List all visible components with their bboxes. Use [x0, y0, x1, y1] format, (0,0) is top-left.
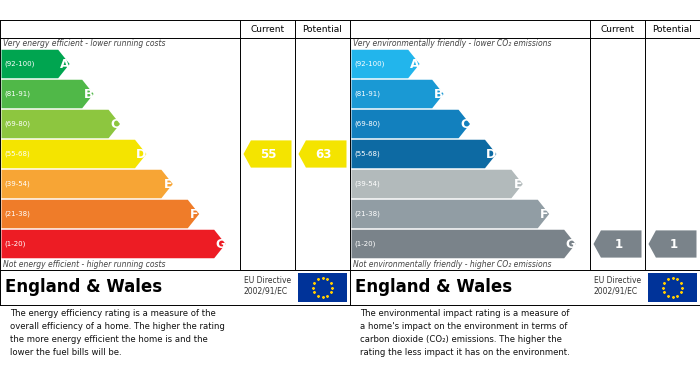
- Text: G: G: [216, 237, 225, 251]
- Text: (69-80): (69-80): [4, 121, 31, 127]
- Text: EU Directive
2002/91/EC: EU Directive 2002/91/EC: [244, 276, 291, 296]
- Text: F: F: [190, 208, 198, 221]
- Polygon shape: [648, 230, 696, 258]
- Polygon shape: [1, 200, 200, 228]
- Text: C: C: [461, 118, 470, 131]
- Text: Environmental Impact (CO₂) Rating: Environmental Impact (CO₂) Rating: [357, 4, 589, 16]
- Text: EU Directive
2002/91/EC: EU Directive 2002/91/EC: [594, 276, 641, 296]
- Text: E: E: [163, 178, 172, 190]
- Polygon shape: [1, 110, 120, 138]
- Polygon shape: [594, 230, 641, 258]
- Text: 1: 1: [615, 237, 623, 251]
- Text: Potential: Potential: [652, 25, 692, 34]
- Text: (92-100): (92-100): [4, 61, 35, 67]
- Text: Current: Current: [251, 25, 285, 34]
- Text: C: C: [111, 118, 120, 131]
- Text: (1-20): (1-20): [4, 241, 26, 247]
- Text: (69-80): (69-80): [354, 121, 381, 127]
- Text: F: F: [540, 208, 548, 221]
- Polygon shape: [1, 50, 69, 78]
- Text: (21-38): (21-38): [4, 211, 30, 217]
- Text: (81-91): (81-91): [4, 91, 31, 97]
- Polygon shape: [351, 110, 470, 138]
- Text: (55-68): (55-68): [354, 151, 380, 157]
- Text: D: D: [136, 147, 146, 160]
- Text: Very environmentally friendly - lower CO₂ emissions: Very environmentally friendly - lower CO…: [353, 39, 552, 48]
- Bar: [298, 273, 347, 302]
- Text: The energy efficiency rating is a measure of the
overall efficiency of a home. T: The energy efficiency rating is a measur…: [10, 309, 225, 357]
- Polygon shape: [351, 80, 444, 108]
- Polygon shape: [351, 50, 419, 78]
- Text: (39-54): (39-54): [354, 181, 380, 187]
- Polygon shape: [351, 140, 496, 168]
- Polygon shape: [1, 80, 94, 108]
- Text: A: A: [410, 57, 419, 70]
- Bar: [648, 273, 697, 302]
- Text: (39-54): (39-54): [4, 181, 30, 187]
- Text: (92-100): (92-100): [354, 61, 385, 67]
- Polygon shape: [1, 140, 146, 168]
- Text: E: E: [513, 178, 522, 190]
- Text: 1: 1: [669, 237, 678, 251]
- Text: D: D: [486, 147, 496, 160]
- Polygon shape: [1, 230, 225, 258]
- Text: Energy Efficiency Rating: Energy Efficiency Rating: [7, 4, 169, 16]
- Text: B: B: [434, 88, 443, 100]
- Text: Potential: Potential: [302, 25, 342, 34]
- Text: A: A: [60, 57, 69, 70]
- Text: (81-91): (81-91): [354, 91, 381, 97]
- Polygon shape: [244, 140, 291, 168]
- Text: Very energy efficient - lower running costs: Very energy efficient - lower running co…: [3, 39, 165, 48]
- Text: Current: Current: [601, 25, 635, 34]
- Text: (21-38): (21-38): [354, 211, 380, 217]
- Text: England & Wales: England & Wales: [355, 278, 512, 296]
- Polygon shape: [298, 140, 346, 168]
- Text: 55: 55: [260, 147, 277, 160]
- Polygon shape: [1, 170, 173, 198]
- Text: (1-20): (1-20): [354, 241, 376, 247]
- Polygon shape: [351, 230, 575, 258]
- Polygon shape: [351, 200, 550, 228]
- Text: 63: 63: [316, 147, 332, 160]
- Text: Not energy efficient - higher running costs: Not energy efficient - higher running co…: [3, 260, 165, 269]
- Text: B: B: [84, 88, 93, 100]
- Text: G: G: [566, 237, 575, 251]
- Text: The environmental impact rating is a measure of
a home's impact on the environme: The environmental impact rating is a mea…: [360, 309, 570, 357]
- Text: (55-68): (55-68): [4, 151, 30, 157]
- Polygon shape: [351, 170, 523, 198]
- Text: Not environmentally friendly - higher CO₂ emissions: Not environmentally friendly - higher CO…: [353, 260, 552, 269]
- Text: England & Wales: England & Wales: [5, 278, 162, 296]
